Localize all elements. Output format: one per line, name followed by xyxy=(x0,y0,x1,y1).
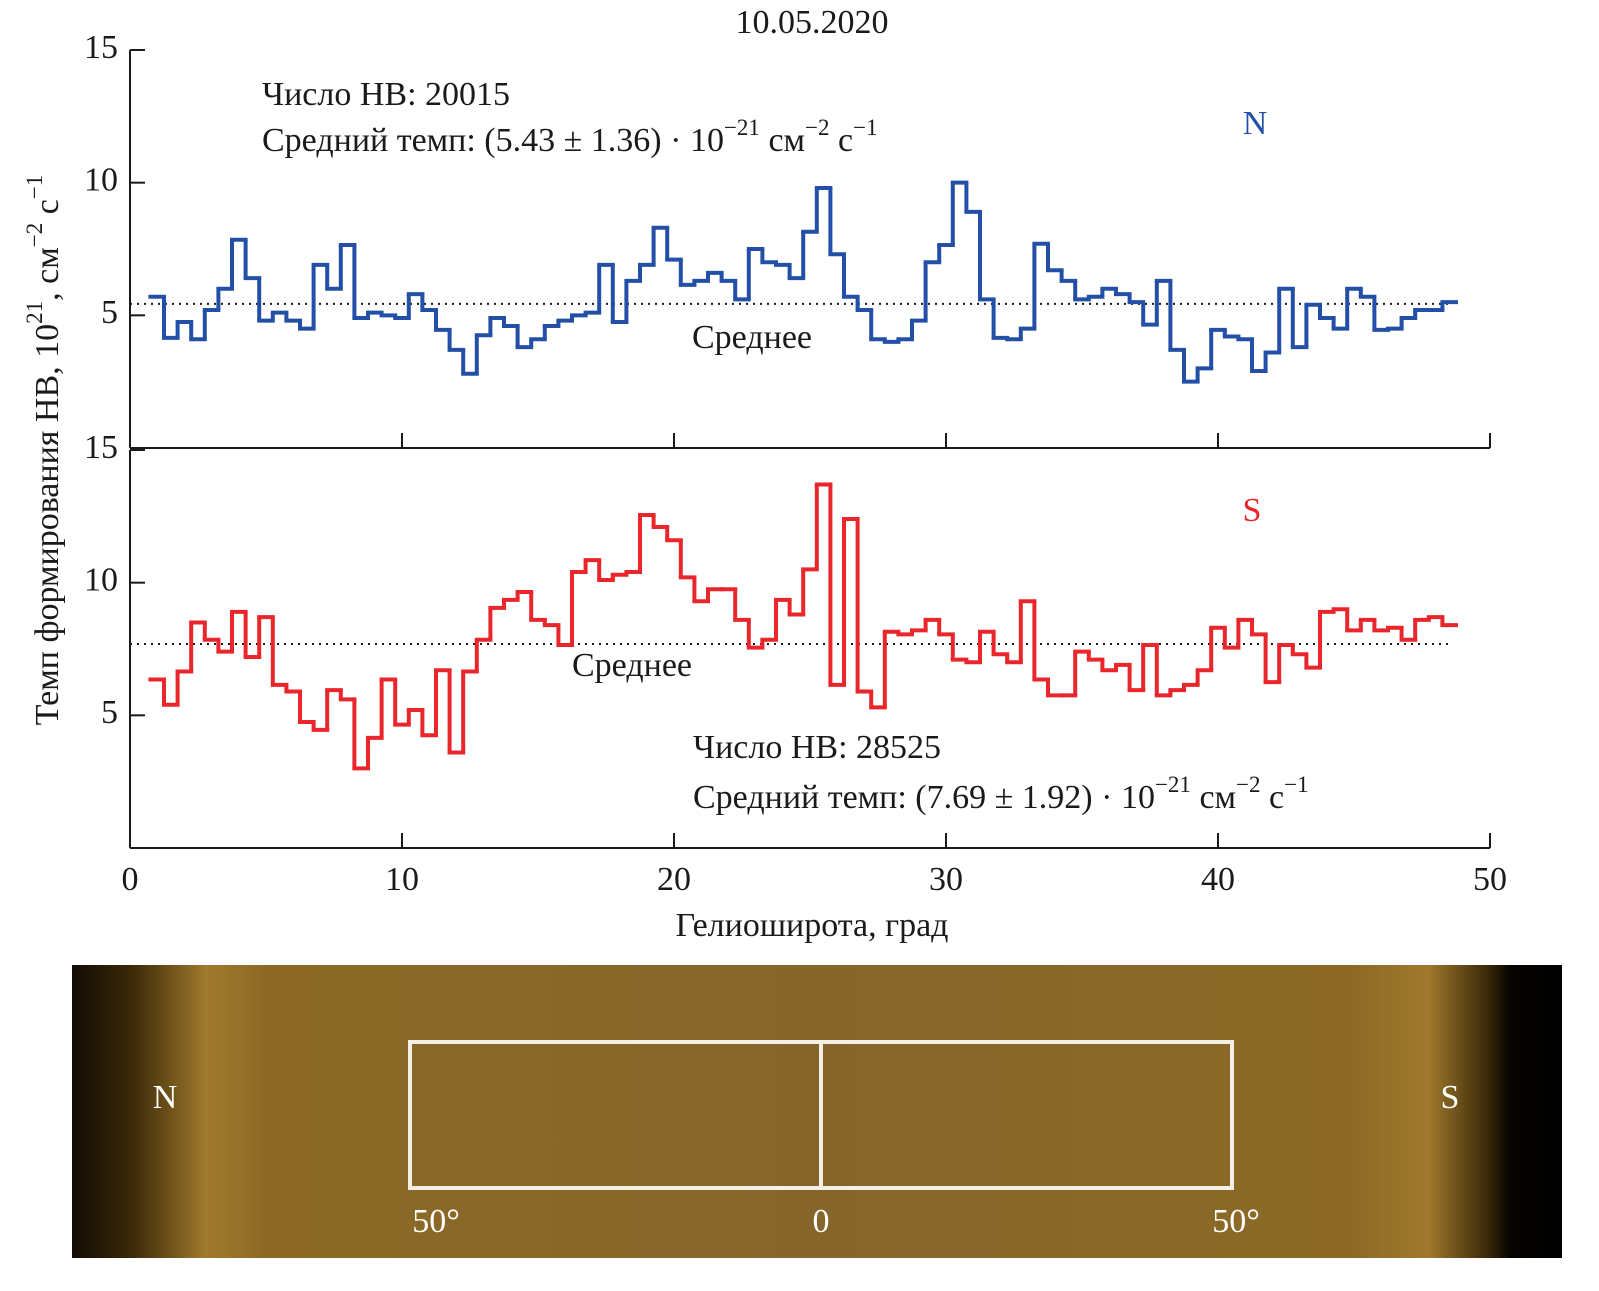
mean-label: Среднее xyxy=(572,647,692,684)
solar-image: N S 50° 0 50° xyxy=(72,965,1562,1258)
y-tick-label: 15 xyxy=(84,429,118,466)
y-axis-label-part: с xyxy=(29,199,66,223)
annotation-part: с xyxy=(1261,779,1285,816)
x-tick-label: 30 xyxy=(929,861,963,898)
annotation-part: Средний темп: (5.43 ± 1.36) · 10 xyxy=(262,122,724,159)
annotation-part: −21 xyxy=(1155,772,1191,797)
scale-label: 50° xyxy=(1212,1203,1260,1240)
x-tick-label: 10 xyxy=(385,861,419,898)
series-label: N xyxy=(1243,105,1268,142)
y-tick-label: 5 xyxy=(101,694,118,731)
annotation-part: Средний темп: (7.69 ± 1.92) · 10 xyxy=(693,779,1155,816)
chart-title: 10.05.2020 xyxy=(736,4,889,41)
annotation-part: с xyxy=(830,122,854,159)
y-tick-label: 10 xyxy=(84,561,118,598)
annotation: Число НВ: 20015 xyxy=(262,76,510,113)
annotation-part: см xyxy=(1191,779,1236,816)
annotation-part: Число НВ: 28525 xyxy=(693,729,941,766)
annotation-part: см xyxy=(760,122,805,159)
annotation: Средний темп: (5.43 ± 1.36) · 10−21 см−2… xyxy=(262,115,878,159)
y-tick-label: 10 xyxy=(84,161,118,198)
y-axis-label-part: 21 xyxy=(22,301,47,324)
mean-label: Среднее xyxy=(692,319,812,356)
y-tick-label: 15 xyxy=(84,29,118,66)
scale-label: 0 xyxy=(813,1203,830,1240)
pole-label: S xyxy=(1441,1079,1460,1116)
annotation-part: −2 xyxy=(805,115,829,140)
scale-label: 50° xyxy=(412,1203,460,1240)
sun-strip xyxy=(72,965,1562,1258)
x-tick-label: 50 xyxy=(1473,861,1507,898)
y-axis-label-part: −2 xyxy=(22,223,47,247)
annotation-part: −21 xyxy=(724,115,760,140)
x-tick-label: 40 xyxy=(1201,861,1235,898)
annotation: Средний темп: (7.69 ± 1.92) · 10−21 см−2… xyxy=(693,772,1309,816)
annotation-part: −1 xyxy=(853,115,877,140)
y-axis-label: Темп формирования НВ, 1021, см−2 с−1 xyxy=(22,175,66,726)
x-axis-label: Гелиоширота, град xyxy=(676,907,949,944)
annotation-part: Число НВ: 20015 xyxy=(262,76,510,113)
y-axis-label-part: Темп формирования НВ, 10 xyxy=(29,324,66,725)
pole-label: N xyxy=(153,1079,178,1116)
annotation-part: −2 xyxy=(1236,772,1260,797)
y-axis-label-part: , см xyxy=(29,247,66,301)
annotation-part: −1 xyxy=(1284,772,1308,797)
x-tick-label: 20 xyxy=(657,861,691,898)
series-label: S xyxy=(1243,492,1262,529)
x-tick-label: 0 xyxy=(122,861,139,898)
y-axis-label-part: −1 xyxy=(22,175,47,199)
annotation: Число НВ: 28525 xyxy=(693,729,941,766)
y-tick-label: 5 xyxy=(101,294,118,331)
